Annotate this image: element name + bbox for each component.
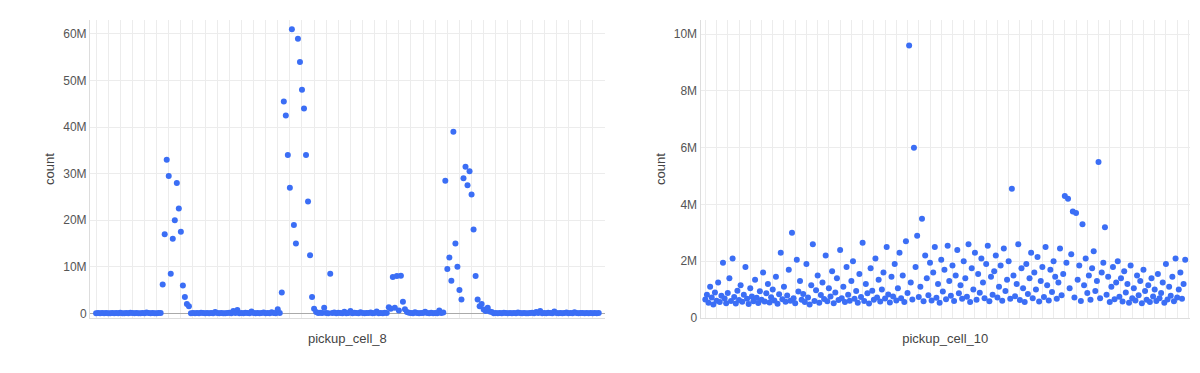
svg-text:4M: 4M: [680, 198, 697, 212]
svg-text:0: 0: [80, 307, 87, 321]
svg-text:count: count: [42, 153, 57, 185]
svg-text:20M: 20M: [63, 213, 86, 227]
svg-text:count: count: [653, 153, 668, 185]
svg-text:40M: 40M: [63, 120, 86, 134]
svg-text:pickup_cell_10: pickup_cell_10: [902, 331, 988, 346]
svg-text:0: 0: [690, 311, 697, 325]
svg-text:pickup_cell_8: pickup_cell_8: [308, 331, 387, 346]
svg-text:8M: 8M: [680, 84, 697, 98]
svg-text:6M: 6M: [680, 141, 697, 155]
svg-text:2M: 2M: [680, 254, 697, 268]
svg-text:10M: 10M: [63, 260, 86, 274]
svg-text:10M: 10M: [674, 27, 697, 41]
svg-text:50M: 50M: [63, 74, 86, 88]
svg-text:60M: 60M: [63, 27, 86, 41]
svg-text:30M: 30M: [63, 167, 86, 181]
